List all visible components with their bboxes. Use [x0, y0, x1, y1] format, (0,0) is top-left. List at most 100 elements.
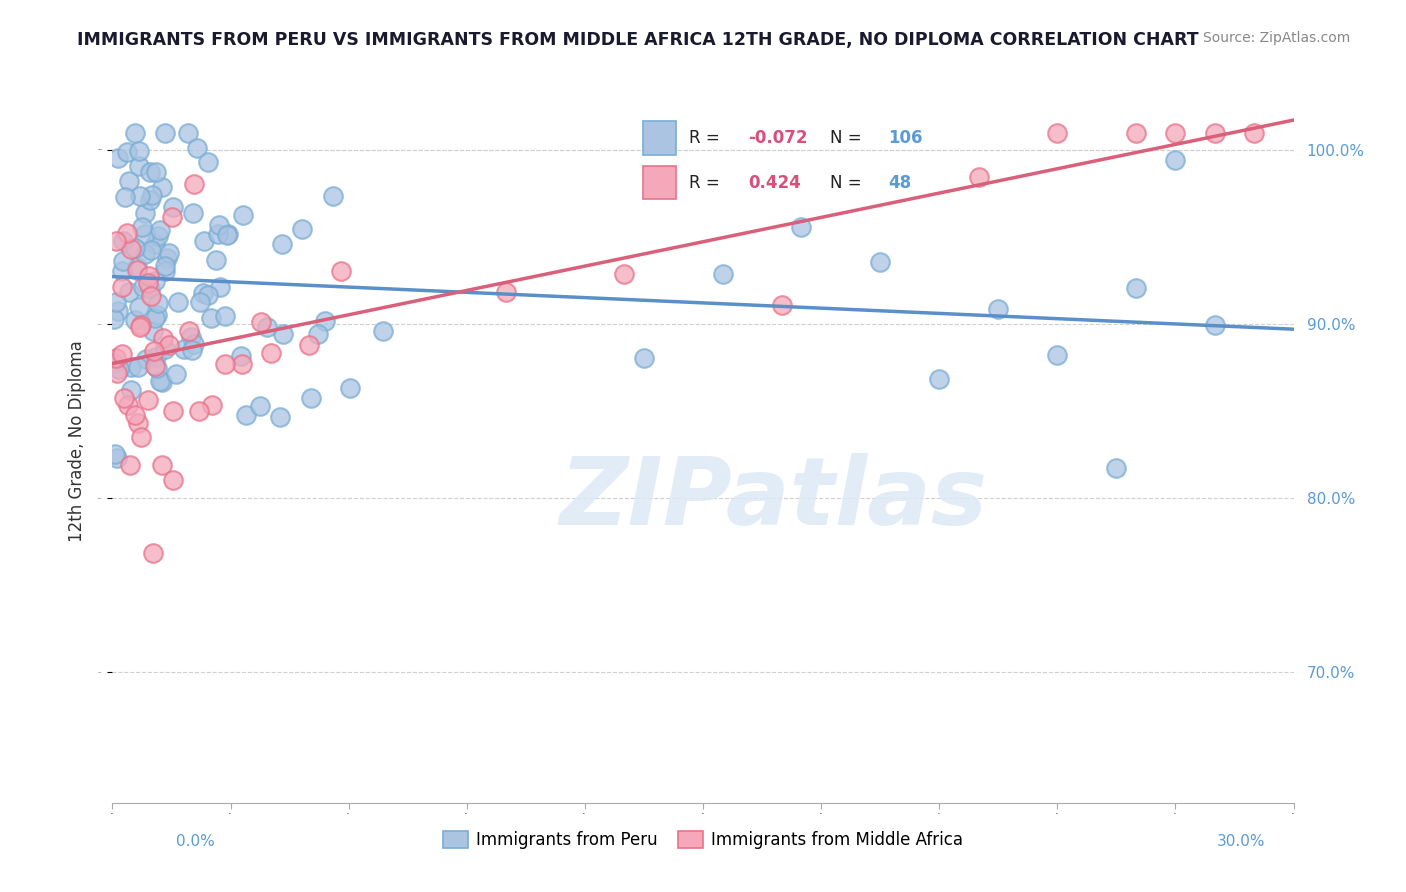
- Point: [141, 188, 163, 202]
- Point: [111, 280, 134, 294]
- Point: [156, 252, 179, 266]
- Point: [235, 408, 257, 422]
- Point: [103, 311, 125, 326]
- Point: [131, 220, 153, 235]
- Point: [139, 194, 162, 208]
- Point: [183, 337, 205, 351]
- Point: [231, 357, 253, 371]
- Point: [142, 324, 165, 338]
- Point: [1204, 126, 1226, 140]
- Point: [215, 227, 238, 242]
- Point: [135, 352, 157, 367]
- Point: [166, 295, 188, 310]
- Text: 0.0%: 0.0%: [176, 834, 215, 849]
- Point: [193, 234, 215, 248]
- Point: [249, 399, 271, 413]
- Point: [111, 253, 134, 268]
- Point: [869, 255, 891, 269]
- Point: [143, 236, 166, 251]
- Text: 106: 106: [889, 129, 922, 147]
- Point: [107, 303, 129, 318]
- Point: [124, 408, 146, 422]
- Point: [107, 152, 129, 166]
- Text: 0.424: 0.424: [748, 174, 800, 192]
- Point: [201, 397, 224, 411]
- Point: [208, 280, 231, 294]
- Point: [181, 343, 204, 358]
- Point: [141, 243, 163, 257]
- Point: [173, 342, 195, 356]
- Point: [118, 174, 141, 188]
- Point: [124, 241, 146, 255]
- Point: [314, 314, 336, 328]
- Point: [157, 245, 180, 260]
- Point: [1046, 348, 1069, 362]
- Point: [770, 298, 793, 312]
- Point: [231, 349, 253, 363]
- Point: [1204, 318, 1226, 332]
- Text: 48: 48: [889, 174, 911, 192]
- Point: [232, 208, 254, 222]
- Point: [329, 264, 352, 278]
- Point: [291, 221, 314, 235]
- Point: [114, 190, 136, 204]
- Point: [205, 253, 228, 268]
- Point: [162, 473, 184, 487]
- Point: [711, 268, 734, 282]
- Point: [128, 300, 150, 314]
- Point: [186, 141, 208, 155]
- Text: ZIPatlas: ZIPatlas: [560, 453, 988, 545]
- Point: [105, 366, 128, 380]
- Text: R =: R =: [689, 129, 725, 147]
- Point: [207, 227, 229, 241]
- Point: [105, 235, 128, 249]
- Point: [150, 376, 173, 390]
- Point: [128, 159, 150, 173]
- Point: [633, 351, 655, 365]
- Point: [143, 310, 166, 325]
- Point: [139, 165, 162, 179]
- Point: [124, 313, 146, 327]
- Point: [495, 285, 517, 299]
- Point: [124, 126, 146, 140]
- Point: [928, 372, 950, 386]
- Point: [149, 374, 172, 388]
- Point: [111, 235, 134, 249]
- Point: [127, 359, 149, 374]
- Point: [127, 417, 149, 431]
- Point: [117, 398, 139, 412]
- Point: [153, 259, 176, 273]
- Y-axis label: 12th Grade, No Diploma: 12th Grade, No Diploma: [69, 341, 86, 542]
- Point: [299, 391, 322, 405]
- Point: [197, 154, 219, 169]
- Point: [104, 447, 127, 461]
- Point: [132, 279, 155, 293]
- Point: [146, 296, 169, 310]
- Point: [150, 179, 173, 194]
- Point: [141, 289, 163, 303]
- Point: [298, 338, 321, 352]
- Point: [165, 367, 187, 381]
- Point: [1164, 126, 1187, 140]
- Text: N =: N =: [830, 174, 866, 192]
- Point: [149, 223, 172, 237]
- Point: [1125, 281, 1147, 295]
- Point: [191, 286, 214, 301]
- Text: -0.072: -0.072: [748, 129, 807, 147]
- Text: 30.0%: 30.0%: [1218, 834, 1265, 849]
- Point: [125, 262, 148, 277]
- Point: [214, 310, 236, 324]
- Point: [105, 351, 128, 365]
- Point: [200, 310, 222, 325]
- Point: [987, 302, 1010, 317]
- Point: [967, 169, 990, 184]
- Point: [153, 342, 176, 356]
- Point: [1125, 126, 1147, 140]
- Point: [120, 242, 142, 256]
- Point: [1046, 126, 1069, 140]
- Point: [790, 219, 813, 234]
- Point: [139, 282, 162, 296]
- Point: [1105, 460, 1128, 475]
- Text: N =: N =: [830, 129, 866, 147]
- Point: [114, 391, 136, 405]
